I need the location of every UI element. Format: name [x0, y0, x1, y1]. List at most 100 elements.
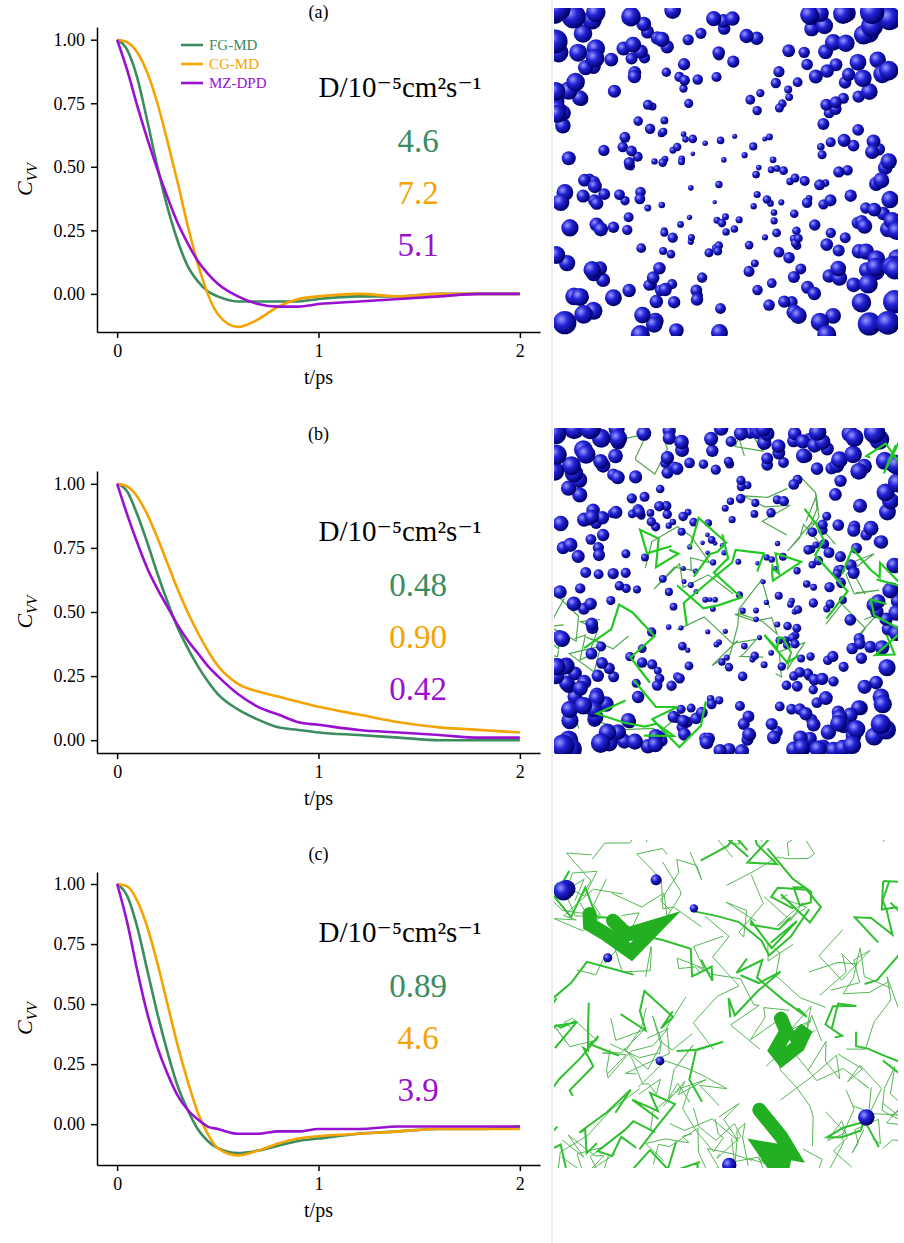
polymer-chain [805, 509, 848, 617]
bead [583, 261, 600, 278]
bead [852, 124, 864, 136]
polymer-chain [855, 882, 893, 942]
bead [750, 652, 759, 661]
bead [554, 585, 567, 599]
bead [881, 191, 898, 208]
bead [554, 194, 569, 211]
bead [636, 243, 646, 253]
polymer-chain [692, 910, 809, 956]
bead [606, 596, 615, 605]
bead [793, 567, 800, 574]
y-tick: 0.50 [54, 602, 98, 622]
x-tick-mark [520, 332, 522, 338]
bead [710, 559, 716, 565]
bead [586, 49, 605, 68]
legend-swatch [181, 82, 203, 85]
y-tick-label: 0.50 [54, 602, 86, 622]
bead [763, 195, 772, 204]
bead [699, 459, 708, 468]
bead [663, 510, 672, 519]
bead [779, 496, 789, 506]
legend-item: MZ-DPD [181, 75, 267, 91]
bead [771, 209, 778, 216]
bead [554, 658, 566, 676]
polymer-chain [702, 840, 777, 864]
bead [827, 651, 838, 662]
bead [697, 272, 707, 282]
bead [779, 166, 788, 175]
x-tick: 2 [516, 753, 525, 782]
bead [792, 226, 801, 235]
polymer-chain [856, 1032, 898, 1077]
y-tick-mark [91, 167, 97, 169]
bead [712, 200, 716, 204]
bead [621, 568, 631, 578]
bead [847, 720, 865, 738]
legend: FG-MDCG-MDMZ-DPD [181, 37, 267, 91]
bead [751, 510, 759, 518]
bead [626, 146, 637, 157]
bead [683, 34, 694, 45]
bead [739, 29, 753, 43]
bead [654, 501, 664, 511]
bead [751, 499, 759, 507]
bead [834, 475, 846, 487]
bead [585, 618, 598, 631]
bead [562, 151, 576, 165]
polymer-chain [735, 613, 777, 634]
x-axis-title: t/ps [304, 366, 333, 389]
bead [580, 567, 591, 578]
panel: (b)0120.000.250.500.751.00t/psCVVD/10⁻⁵c… [12, 424, 541, 810]
bead [838, 134, 851, 147]
bead [775, 592, 783, 600]
y-tick: 0.25 [54, 221, 98, 241]
x-tick-label: 0 [113, 762, 122, 782]
bead [745, 95, 755, 105]
bead [802, 198, 812, 208]
y-tick-label: 0.00 [54, 284, 86, 304]
bead [596, 642, 606, 652]
bead [782, 681, 792, 691]
polymer-chain [612, 862, 681, 916]
polymer-chain [865, 903, 898, 984]
polymer-chain [660, 852, 701, 910]
x-tick: 1 [315, 753, 324, 782]
polymer-chain [883, 1094, 898, 1148]
x-axis-title: t/ps [304, 787, 333, 810]
bead [826, 228, 836, 238]
bead [591, 733, 611, 753]
bead [852, 293, 871, 312]
bead [692, 74, 703, 85]
bead [651, 158, 657, 164]
y-tick-label: 0.50 [54, 157, 86, 177]
polymer-chain [554, 1127, 622, 1168]
bead [800, 176, 810, 186]
polymer-chain [645, 527, 709, 571]
bead [845, 429, 863, 447]
bead [790, 209, 799, 218]
rendering [554, 428, 898, 754]
panel: (a)0120.000.250.500.751.00t/psCVVFG-MDCG… [12, 2, 541, 389]
bead [608, 449, 623, 464]
y-tick: 0.00 [54, 284, 98, 304]
polymer-chain [690, 518, 726, 576]
bead [712, 597, 718, 603]
y-tick-mark [91, 230, 97, 232]
bead [771, 439, 785, 453]
bead [670, 519, 677, 526]
annotation-value: 0.90 [389, 619, 447, 655]
y-tick-mark [91, 548, 97, 550]
bead [829, 488, 842, 501]
bead [647, 737, 663, 753]
bead [724, 457, 733, 466]
bead [660, 117, 668, 125]
polymer-chain [672, 1162, 719, 1168]
polymer-chain [607, 1029, 669, 1078]
bead [706, 11, 721, 26]
bead [770, 217, 777, 224]
bead [752, 285, 763, 296]
bead [763, 299, 775, 311]
separator [552, 0, 553, 1243]
x-axis: 0 1 2 [98, 753, 541, 782]
bead [715, 181, 722, 188]
